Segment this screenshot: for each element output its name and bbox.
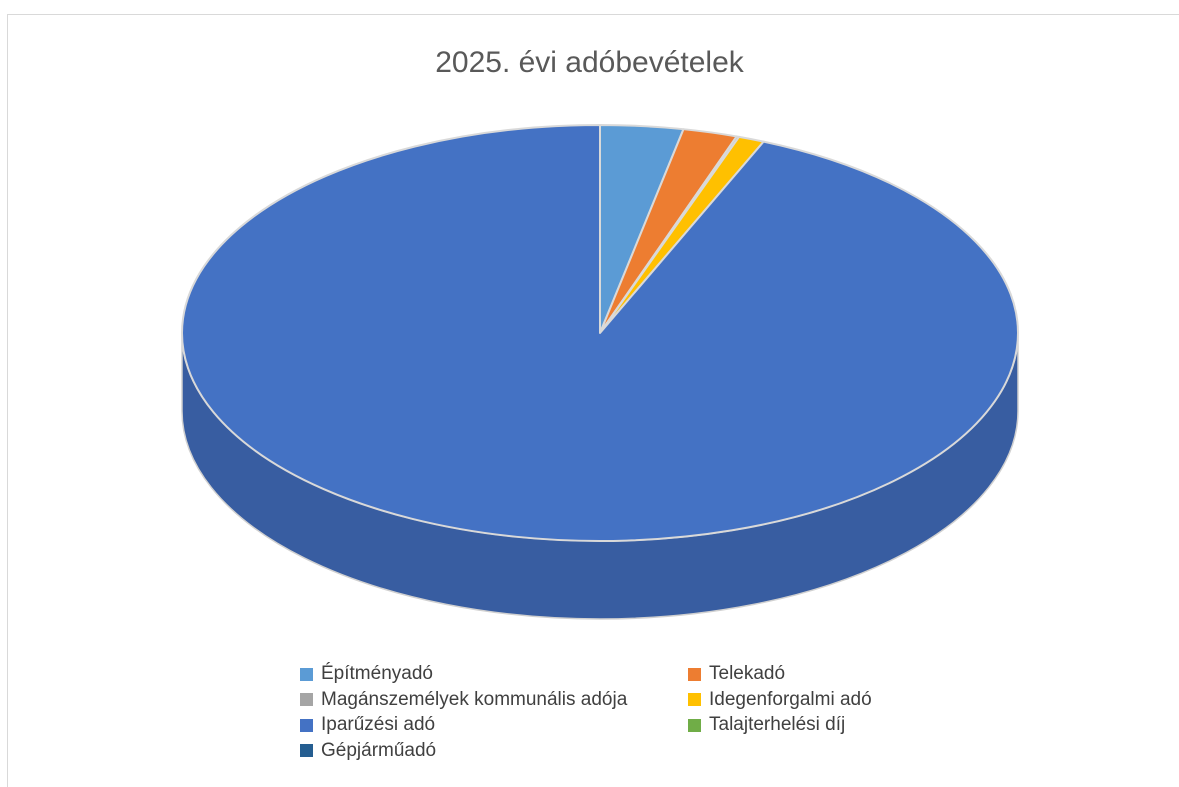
legend-item: Építményadó <box>300 661 433 687</box>
legend-item: Telekadó <box>688 661 785 687</box>
legend-label: Építményadó <box>321 663 433 684</box>
legend-item: Idegenforgalmi adó <box>688 687 872 713</box>
pie-slice-4 <box>181 124 1019 542</box>
legend-label: Idegenforgalmi adó <box>709 688 872 710</box>
chart-frame <box>7 14 1179 787</box>
legend-swatch <box>300 744 313 757</box>
legend-swatch <box>688 667 701 681</box>
legend-swatch <box>300 667 313 681</box>
legend-label: Talajterhelési díj <box>709 714 846 735</box>
legend-swatch <box>688 693 701 706</box>
legend-swatch <box>300 693 313 706</box>
legend-item: Talajterhelési díj <box>688 712 845 738</box>
legend-label: Gépjárműadó <box>321 739 437 761</box>
legend-item: Iparűzési adó <box>300 712 435 738</box>
legend-label: Iparűzési adó <box>321 714 436 735</box>
legend-swatch <box>300 718 313 732</box>
legend-swatch <box>688 718 701 732</box>
legend-label: Telekadó <box>709 663 786 684</box>
legend-item: Gépjárműadó <box>300 738 436 764</box>
legend-label: Magánszemélyek kommunális adója <box>321 688 628 710</box>
chart-title: 2025. évi adóbevételek <box>435 46 744 79</box>
legend-item: Magánszemélyek kommunális adója <box>300 687 627 713</box>
